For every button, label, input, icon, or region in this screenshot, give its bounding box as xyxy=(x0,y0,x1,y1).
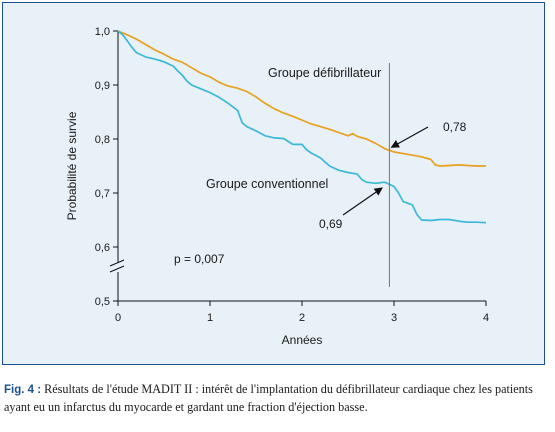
defib-arrow xyxy=(390,126,429,148)
x-tick-label: 1 xyxy=(207,312,213,324)
conv-value-label: 0,69 xyxy=(319,217,343,231)
x-tick-label: 2 xyxy=(299,312,305,324)
defib-value-label: 0,78 xyxy=(443,120,467,134)
y-tick-label: 0,7 xyxy=(95,188,110,200)
x-tick-label: 4 xyxy=(483,312,489,324)
x-axis-label: Années xyxy=(282,333,323,347)
caption-text: Résultats de l'étude MADIT II : intérêt … xyxy=(4,382,533,414)
y-axis-label: Probabilité de survie xyxy=(65,111,79,220)
y-tick-label: 0,5 xyxy=(95,296,110,308)
figure-panel xyxy=(2,2,545,365)
axes: 0,5 0,6 0,7 0,8 0,9 1,0 0 1 2 3 4 Années Probabilité… xyxy=(65,26,489,347)
x-tick-label: 3 xyxy=(391,312,397,324)
y-tick-label: 0,9 xyxy=(95,80,110,92)
y-tick-label: 0,8 xyxy=(95,134,110,146)
defib-group-label: Groupe défibrillateur xyxy=(268,66,381,80)
conv-group-label: Groupe conventionnel xyxy=(206,177,328,191)
survival-chart: 0,5 0,6 0,7 0,8 0,9 1,0 0 1 2 3 4 Années Probabilité… xyxy=(65,26,489,347)
axis-break-mark xyxy=(109,265,125,273)
figure-label: Fig. 4 : xyxy=(4,384,42,396)
y-tick-label: 0,6 xyxy=(95,242,110,254)
annotation-layer: Groupe défibrillateur Groupe conventionn… xyxy=(174,63,467,287)
conv-arrow xyxy=(342,187,383,216)
figure-caption: Fig. 4 : Résultats de l'étude MADIT II :… xyxy=(4,381,552,416)
p-value-label: p = 0,007 xyxy=(174,252,225,266)
conv-series-line xyxy=(117,30,487,224)
axis-break-mark xyxy=(109,259,125,267)
x-tick-label: 0 xyxy=(115,312,121,324)
series-layer xyxy=(117,30,487,224)
defib-series-line xyxy=(117,30,486,167)
y-tick-label: 1,0 xyxy=(95,26,110,38)
